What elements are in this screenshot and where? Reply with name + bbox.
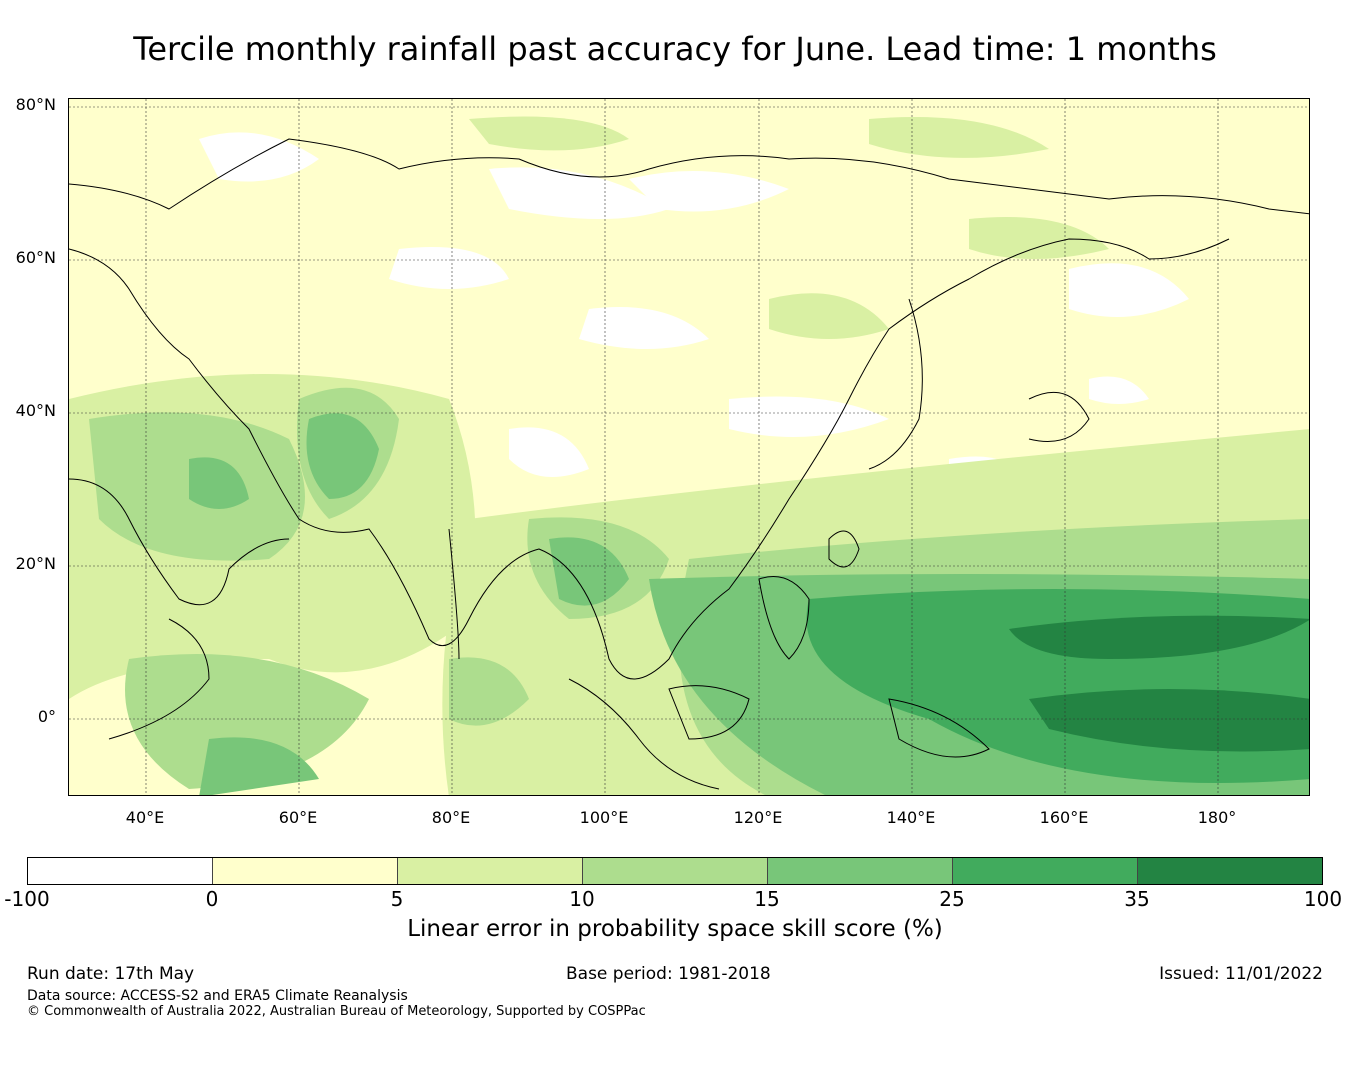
colorbar-tick-label: 15: [754, 887, 780, 911]
lon-label-80e: 80°E: [431, 808, 471, 827]
lat-label-20n: 20°N: [15, 554, 56, 573]
colorbar-segment: [953, 858, 1138, 884]
gridlines: [69, 99, 1309, 795]
colorbar-segment: [583, 858, 768, 884]
colorbar-tick-label: 5: [390, 887, 404, 911]
lat-label-40n: 40°N: [15, 401, 56, 420]
copyright: © Commonwealth of Australia 2022, Austra…: [27, 1004, 646, 1019]
data-source: Data source: ACCESS-S2 and ERA5 Climate …: [27, 988, 408, 1004]
lon-label-180: 180°: [1197, 808, 1237, 827]
lon-label-100e: 100°E: [579, 808, 629, 827]
colorbar-tick-label: 35: [1124, 887, 1150, 911]
colorbar-tick-label: -100: [4, 887, 50, 911]
skill-score-map: [68, 98, 1310, 796]
lon-label-160e: 160°E: [1039, 808, 1089, 827]
lon-label-140e: 140°E: [886, 808, 936, 827]
colorbar-tick-label: 0: [205, 887, 219, 911]
colorbar-tick-label: 10: [569, 887, 595, 911]
lat-label-60n: 60°N: [15, 248, 56, 267]
issued-date: Issued: 11/01/2022: [1159, 964, 1323, 984]
colorbar-segment: [1138, 858, 1322, 884]
lon-label-60e: 60°E: [278, 808, 318, 827]
run-date: Run date: 17th May: [27, 964, 195, 984]
colorbar-tick-label: 25: [939, 887, 965, 911]
colorbar-segment: [28, 858, 213, 884]
map-canvas: [69, 99, 1309, 795]
map-title: Tercile monthly rainfall past accuracy f…: [133, 30, 1217, 68]
lon-label-120e: 120°E: [733, 808, 783, 827]
colorbar-segment: [213, 858, 398, 884]
lat-label-0: 0°: [37, 707, 56, 726]
colorbar-segment: [398, 858, 583, 884]
lat-label-80n: 80°N: [15, 95, 56, 114]
colorbar-label: Linear error in probability space skill …: [407, 916, 943, 942]
colorbar-tick-label: 100: [1303, 887, 1343, 911]
colorbar-segment: [768, 858, 953, 884]
colorbar: [27, 857, 1323, 885]
base-period: Base period: 1981-2018: [566, 964, 771, 984]
coastlines: [69, 138, 1309, 790]
lon-label-40e: 40°E: [125, 808, 165, 827]
darkest-green-regions: [1009, 615, 1309, 752]
